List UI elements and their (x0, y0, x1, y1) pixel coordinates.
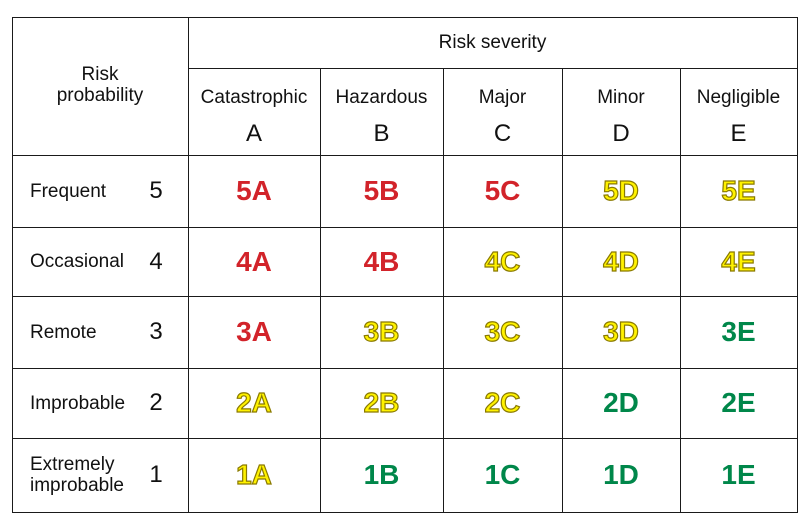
risk-cell-4a: 4A (236, 245, 272, 277)
risk-cell-3c: 3C (484, 315, 521, 347)
risk-cell-1a: 1A (235, 458, 272, 490)
severity-name-a: Catastrophic (200, 87, 308, 108)
severity-name-e: Negligible (696, 87, 781, 108)
grid-line-col-divider (320, 68, 321, 512)
grid-line-col-divider (562, 68, 563, 512)
severity-name-d: Minor (597, 87, 645, 108)
risk-cell-1e: 1E (721, 459, 756, 490)
severity-letter-b: B (373, 120, 390, 147)
risk-cell-4d: 4D (602, 245, 639, 277)
risk-cell-1b: 1B (363, 459, 400, 490)
grid-line-bottom (12, 512, 798, 513)
probability-number: 1 (149, 461, 163, 488)
risk-cell-5b: 5B (363, 175, 400, 206)
risk-cell-5d: 5D (602, 174, 639, 206)
grid-line-col-divider (188, 17, 189, 512)
grid-line-row-divider (12, 296, 797, 297)
risk-severity-header: Risk severity (438, 32, 547, 53)
grid-line-row-divider (12, 227, 797, 228)
severity-letter-a: A (245, 120, 262, 147)
grid-line-row-divider (12, 368, 797, 369)
probability-number: 5 (149, 177, 163, 204)
grid-line-row-divider (12, 155, 797, 156)
risk-cell-2e: 2E (721, 387, 756, 418)
probability-label: Frequent (30, 180, 107, 202)
risk-cell-4c: 4C (484, 245, 521, 277)
grid-line-col-divider (443, 68, 444, 512)
probability-number: 3 (149, 318, 163, 345)
risk-probability-header: Risk probability (56, 64, 144, 106)
risk-cell-5a: 5A (236, 175, 272, 206)
grid-line-left (12, 17, 13, 513)
grid-line-severity-split (188, 68, 797, 69)
risk-cell-1c: 1C (484, 459, 521, 490)
risk-cell-1d: 1D (603, 459, 639, 490)
severity-name-c: Major (478, 87, 527, 108)
risk-cell-2a: 2A (235, 386, 272, 418)
risk-cell-3d: 3D (602, 315, 639, 347)
grid-line-right (797, 17, 798, 513)
severity-letter-d: D (612, 120, 630, 147)
probability-number: 2 (149, 389, 163, 416)
probability-label: Extremely improbable (30, 454, 124, 496)
risk-cell-3e: 3E (721, 316, 756, 347)
severity-name-b: Hazardous (335, 87, 428, 108)
risk-cell-3b: 3B (363, 315, 400, 347)
risk-cell-3a: 3A (236, 316, 272, 347)
risk-cell-4b: 4B (363, 245, 400, 277)
risk-cell-4e: 4E (721, 245, 756, 277)
grid-line-top (12, 17, 798, 18)
severity-letter-c: C (493, 120, 512, 147)
risk-cell-5c: 5C (484, 175, 521, 206)
probability-number: 4 (149, 247, 163, 275)
risk-cell-2b: 2B (363, 386, 400, 418)
grid-line-col-divider (680, 68, 681, 512)
probability-label: Improbable (30, 392, 126, 414)
probability-label: Occasional (30, 251, 124, 272)
severity-letter-e: E (730, 120, 747, 147)
risk-cell-2c: 2C (484, 386, 521, 418)
probability-label: Remote (30, 321, 97, 343)
risk-cell-2d: 2D (603, 387, 639, 418)
grid-line-row-divider (12, 438, 797, 439)
risk-cell-5e: 5E (721, 174, 756, 206)
